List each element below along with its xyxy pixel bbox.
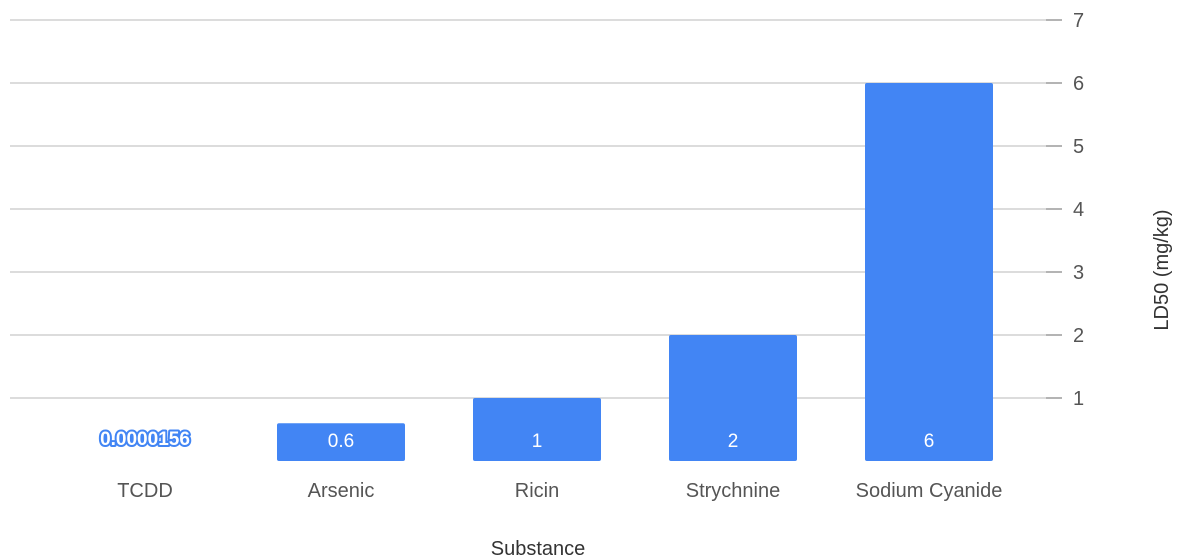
gridlines xyxy=(10,19,1046,399)
y-tick-label: 5 xyxy=(1073,136,1084,158)
bar-data-label: 0.0000156 xyxy=(100,429,190,450)
x-tick-label: Ricin xyxy=(515,480,559,502)
y-tick-label: 3 xyxy=(1073,262,1084,284)
y-tick-label: 2 xyxy=(1073,325,1084,347)
y-tick-label: 1 xyxy=(1073,388,1084,410)
y-tick-label: 4 xyxy=(1073,199,1084,221)
bars xyxy=(81,83,993,461)
y-tick-label: 7 xyxy=(1073,10,1084,32)
bar xyxy=(473,398,601,461)
x-tick-label: Sodium Cyanide xyxy=(856,480,1003,502)
bar-data-label: 1 xyxy=(532,431,543,452)
bar xyxy=(865,83,993,461)
y-tick-label: 6 xyxy=(1073,73,1084,95)
x-tick-label: TCDD xyxy=(117,480,173,502)
bar xyxy=(669,335,797,461)
bar-data-label: 2 xyxy=(728,431,739,452)
x-axis-ticks: TCDD Arsenic Ricin Strychnine Sodium Cyanide xyxy=(117,480,1002,502)
x-axis-title: Substance xyxy=(491,538,586,558)
y-axis-ticks: 1 2 3 4 5 6 7 xyxy=(1046,10,1084,410)
x-tick-label: Strychnine xyxy=(686,480,781,502)
y-axis-title: LD50 (mg/kg) xyxy=(1151,209,1173,330)
bar-data-label: 6 xyxy=(924,431,935,452)
x-tick-label: Arsenic xyxy=(308,480,375,502)
bar-data-label: 0.6 xyxy=(328,431,354,452)
bar-data-labels: 0.0000156 0.6 1 2 6 xyxy=(98,427,935,452)
bar xyxy=(277,423,405,461)
